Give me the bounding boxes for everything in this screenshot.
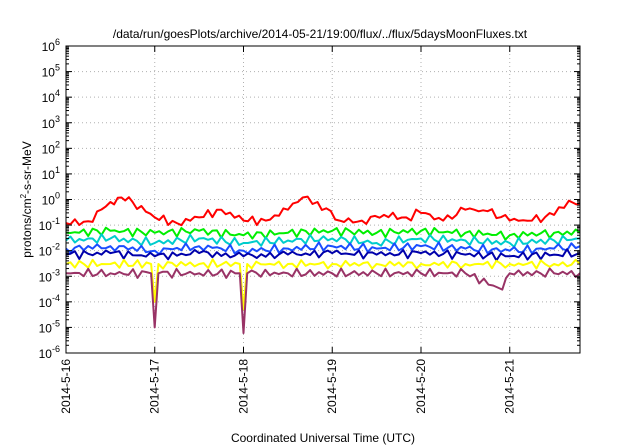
x-tick-label: 2014-5-18: [236, 359, 250, 414]
x-tick-label: 2014-5-16: [59, 359, 73, 414]
y-tick-label: 102: [42, 139, 60, 156]
y-tick-label: 10-2: [39, 242, 60, 259]
y-tick-label: 10-6: [39, 344, 60, 361]
series-line: [65, 241, 581, 256]
y-tick-label: 10-4: [39, 293, 60, 310]
series-line: [65, 248, 581, 262]
x-tick-labels: 2014-5-16 2014-5-17 2014-5-18 2014-5-19 2014…: [59, 359, 517, 414]
x-tick-label: 2014-5-19: [325, 359, 339, 414]
x-tick-label: 2014-5-20: [414, 359, 428, 414]
y-tick-label: 105: [42, 63, 60, 80]
x-tick-label: 2014-5-21: [503, 359, 517, 414]
y-tick-label: 103: [42, 114, 60, 131]
y-tick-labels: 10-6 10-5 10-4 10-3 10-2 10-1 100 101 102 103 104 1…: [39, 37, 60, 361]
chart-title: /data/run/goesPlots/archive/2014-05-21/1…: [113, 27, 528, 41]
series-line: [65, 226, 581, 241]
y-tick-label: 10-1: [39, 216, 60, 233]
y-axis-label: protons/cm2-s-sr-MeV: [19, 141, 34, 257]
x-axis-label: Coordinated Universal Time (UTC): [231, 431, 415, 445]
y-tick-label: 100: [42, 191, 60, 208]
x-tick-label: 2014-5-17: [148, 359, 162, 414]
series-line: [65, 267, 581, 335]
series-layer: [65, 195, 581, 335]
y-tick-label: 10-3: [39, 267, 60, 284]
y-tick-label: 101: [42, 165, 60, 182]
y-tick-label: 106: [42, 37, 60, 54]
axis-ticks: [65, 45, 580, 354]
y-tick-label: 10-5: [39, 318, 60, 335]
y-tick-label: 104: [42, 88, 60, 105]
series-line: [65, 233, 581, 248]
series-line: [65, 195, 581, 227]
